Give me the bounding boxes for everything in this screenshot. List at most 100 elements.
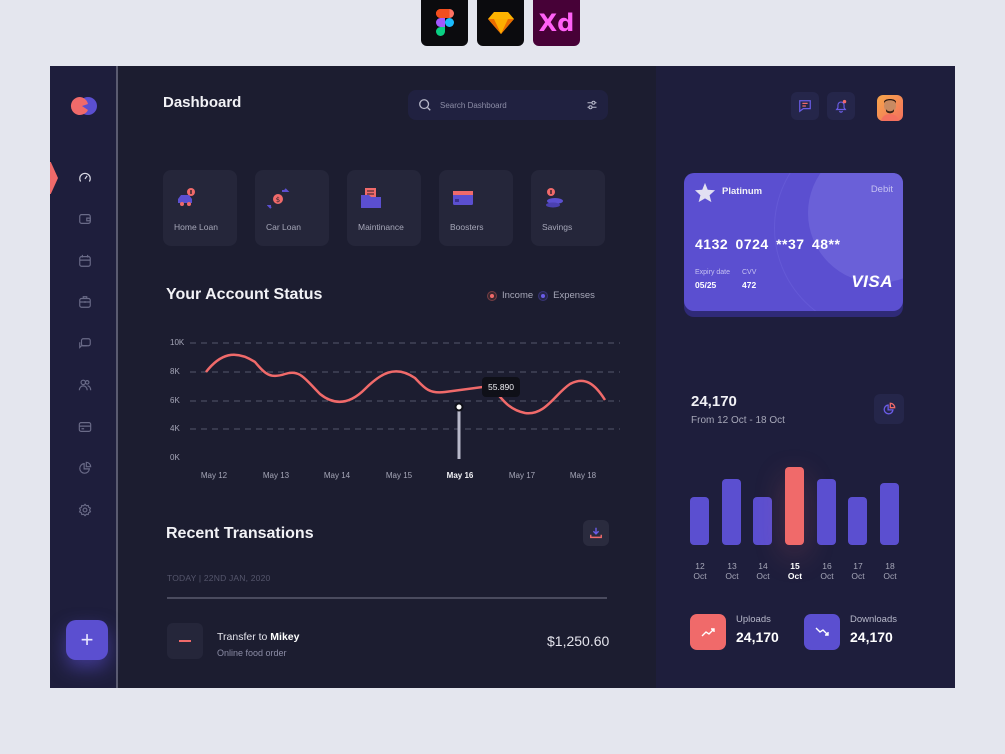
uploads-label: Uploads bbox=[736, 614, 771, 625]
search-icon bbox=[419, 99, 431, 111]
svg-text:$: $ bbox=[276, 196, 280, 204]
category-label: Car Loan bbox=[266, 222, 301, 232]
chart-legend: Income Expenses bbox=[487, 290, 595, 301]
x-tick: May 15 bbox=[385, 471, 413, 480]
weekly-bar-chart: 12 Oct 13 Oct 14 Oct 15 Oct 16 Oct 17 Oct 18 Oc… bbox=[689, 456, 904, 581]
category-car-loan[interactable]: $ Car Loan bbox=[255, 170, 329, 246]
search-bar[interactable]: Search Dashboard bbox=[408, 90, 608, 120]
category-boosters[interactable]: Boosters bbox=[439, 170, 513, 246]
sidebar-item-calendar[interactable] bbox=[73, 249, 97, 273]
category-maintinance[interactable]: Maintinance bbox=[347, 170, 421, 246]
sidebar-item-dashboard[interactable] bbox=[73, 166, 97, 190]
xd-logo-icon: Xd bbox=[533, 0, 580, 46]
figma-logo-icon bbox=[421, 0, 468, 46]
star-icon bbox=[694, 182, 716, 203]
chat-icon bbox=[79, 338, 91, 349]
speedometer-icon bbox=[79, 172, 91, 182]
active-nav-indicator bbox=[50, 162, 58, 194]
card-tier: Platinum bbox=[722, 186, 763, 197]
category-label: Home Loan bbox=[174, 222, 218, 232]
bar-label: 18 Oct bbox=[883, 561, 897, 581]
notifications-button[interactable] bbox=[827, 92, 855, 120]
messages-button[interactable] bbox=[791, 92, 819, 120]
user-face-icon bbox=[881, 99, 899, 121]
y-tick: 6K bbox=[170, 396, 180, 405]
filter-sliders-icon[interactable] bbox=[586, 99, 598, 111]
category-label: Maintinance bbox=[358, 222, 404, 232]
income-legend-dot-icon[interactable] bbox=[487, 290, 497, 301]
bar-13-oct[interactable] bbox=[722, 479, 741, 545]
users-icon bbox=[78, 379, 92, 391]
bar-label: 16 Oct bbox=[820, 561, 834, 581]
expenses-legend-dot-icon[interactable] bbox=[538, 290, 549, 301]
download-icon bbox=[590, 527, 602, 539]
transaction-subtitle: Online food order bbox=[217, 648, 287, 658]
line-chart-plot bbox=[190, 342, 620, 459]
calendar-icon bbox=[79, 254, 91, 267]
stats-total: 24,170 bbox=[691, 393, 737, 410]
visa-logo: VISA bbox=[851, 272, 893, 291]
category-label: Boosters bbox=[450, 222, 484, 232]
category-label: Savings bbox=[542, 222, 573, 232]
downloads-value: 24,170 bbox=[850, 629, 893, 645]
brand-logo-icon bbox=[70, 96, 98, 116]
bar-label-active: 15 Oct bbox=[787, 561, 803, 581]
cvv-label: CVV bbox=[742, 269, 757, 276]
uploads-value: 24,170 bbox=[736, 629, 779, 645]
sidebar-item-analytics[interactable] bbox=[73, 456, 97, 480]
y-tick: 4K bbox=[170, 424, 180, 433]
bar-15-oct[interactable] bbox=[785, 467, 804, 545]
transaction-amount: $1,250.60 bbox=[547, 633, 610, 649]
bar-14-oct[interactable] bbox=[753, 497, 772, 545]
coins-icon bbox=[546, 188, 563, 208]
account-status-title: Your Account Status bbox=[166, 286, 323, 303]
minus-icon bbox=[179, 640, 191, 642]
sidebar-item-settings[interactable] bbox=[73, 498, 97, 522]
stats-range: From 12 Oct - 18 Oct bbox=[691, 415, 785, 426]
bar-17-oct[interactable] bbox=[848, 497, 867, 545]
dollar-exchange-icon: $ bbox=[267, 188, 290, 209]
x-tick: May 14 bbox=[323, 471, 351, 480]
card-icon bbox=[453, 191, 473, 205]
search-input[interactable]: Search Dashboard bbox=[440, 100, 507, 110]
bar-18-oct[interactable] bbox=[880, 483, 899, 545]
sidebar-item-wallet[interactable] bbox=[73, 207, 97, 231]
main-content: Dashboard Search Dashboard Home Loan $ C… bbox=[120, 66, 656, 688]
downloads-tile bbox=[804, 614, 840, 650]
add-button[interactable]: + bbox=[66, 620, 108, 660]
card-number: 4132 0724 **37 48** bbox=[695, 236, 841, 252]
bar-label: 12 Oct bbox=[693, 561, 707, 581]
dashboard-app: + Dashboard Search Dashboard Home Loan $… bbox=[50, 66, 955, 688]
bar-label: 13 Oct bbox=[725, 561, 739, 581]
sidebar: + bbox=[50, 66, 118, 688]
bar-12-oct[interactable] bbox=[690, 497, 709, 545]
y-tick: 10K bbox=[170, 338, 185, 347]
expiry-label: Expiry date bbox=[695, 269, 731, 276]
transactions-title: Recent Transations bbox=[166, 525, 314, 542]
transactions-date: TODAY | 22ND JAN, 2020 bbox=[167, 573, 271, 583]
category-savings[interactable]: Savings bbox=[531, 170, 605, 246]
credit-card[interactable]: Platinum Debit 4132 0724 **37 48** Expir… bbox=[684, 173, 903, 311]
transaction-recipient: Mikey bbox=[270, 631, 300, 643]
category-home-loan[interactable]: Home Loan bbox=[163, 170, 237, 246]
sidebar-item-messages[interactable] bbox=[73, 332, 97, 356]
transaction-title[interactable]: Transfer to Mikey bbox=[217, 631, 299, 643]
sidebar-item-cards[interactable] bbox=[73, 415, 97, 439]
user-avatar[interactable] bbox=[877, 95, 903, 121]
uploads-tile bbox=[690, 614, 726, 650]
bar-16-oct[interactable] bbox=[817, 479, 836, 545]
x-tick-active: May 16 bbox=[446, 471, 474, 480]
card-decoration bbox=[774, 173, 903, 311]
sidebar-item-briefcase[interactable] bbox=[73, 290, 97, 314]
sidebar-item-users[interactable] bbox=[73, 373, 97, 397]
account-status-chart: 10K 8K 6K 4K 0K 55.890 May 12 May 13 May… bbox=[160, 334, 620, 484]
wallet-icon bbox=[79, 214, 91, 224]
credit-card-icon bbox=[78, 422, 92, 432]
card-type: Debit bbox=[870, 184, 893, 195]
download-button[interactable] bbox=[583, 520, 609, 546]
expiry-value: 05/25 bbox=[695, 280, 717, 290]
uploads-metric[interactable]: Uploads 24,170 bbox=[690, 614, 779, 650]
stats-chart-button[interactable] bbox=[874, 394, 904, 424]
bar-label: 17 Oct bbox=[851, 561, 865, 581]
downloads-metric[interactable]: Downloads 24,170 bbox=[804, 614, 897, 650]
